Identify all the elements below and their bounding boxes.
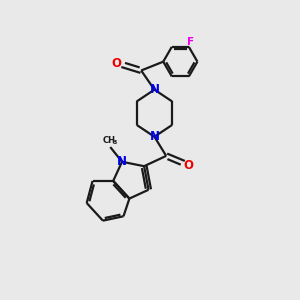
Text: 3: 3: [112, 140, 117, 146]
Text: N: N: [149, 130, 159, 143]
Text: CH: CH: [102, 136, 115, 145]
Text: F: F: [187, 37, 194, 46]
Text: O: O: [184, 159, 194, 172]
Text: O: O: [112, 57, 122, 70]
Text: N: N: [149, 83, 159, 96]
Text: N: N: [117, 155, 127, 168]
